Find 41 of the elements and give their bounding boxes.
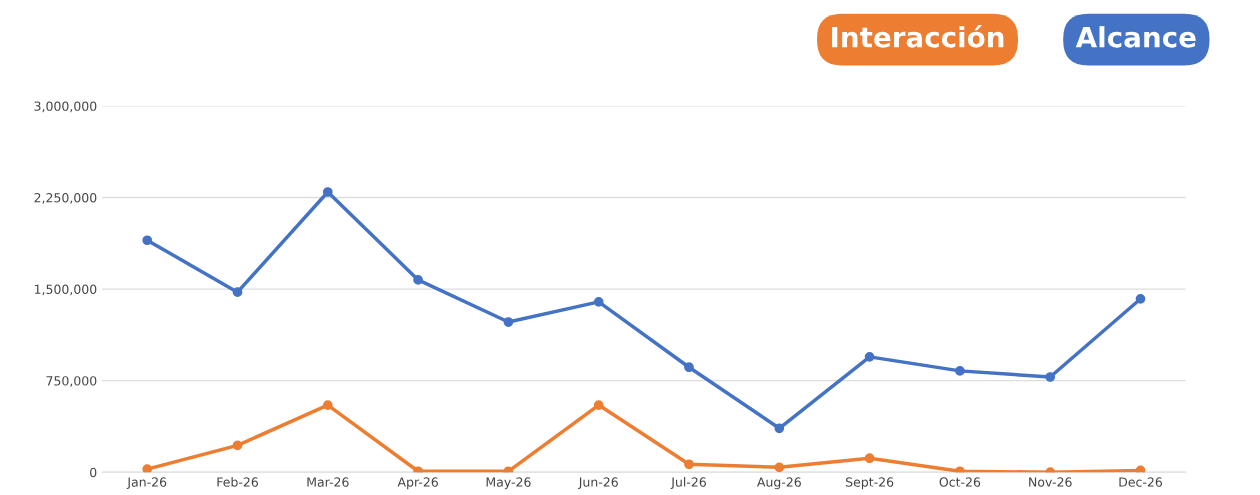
y-tick-label: 0	[90, 467, 97, 478]
point	[413, 466, 423, 473]
point	[1135, 465, 1146, 473]
text: Alcance	[1075, 26, 1196, 48]
x-tick-label: Jan-26	[126, 477, 167, 490]
y-tick-label: 3,000,000	[34, 101, 97, 113]
point	[232, 440, 243, 451]
x-tick-label: May-26	[486, 477, 531, 490]
point	[322, 400, 333, 410]
x-tick-label: Apr-26	[397, 477, 438, 490]
point	[774, 462, 785, 473]
point	[593, 297, 604, 307]
point	[142, 235, 153, 246]
x-tick-label: Sept-26	[845, 477, 894, 490]
point	[864, 351, 875, 362]
point	[142, 464, 153, 473]
x-tick-label: Aug-26	[757, 477, 801, 490]
x-tick-label: Dec-26	[1119, 477, 1163, 487]
y-tick-label: 2,250,000	[34, 192, 97, 204]
text: Interacción	[832, 25, 1004, 48]
point	[1045, 372, 1056, 382]
point	[955, 466, 965, 473]
y-tick-label: 750,000	[46, 376, 97, 387]
x-tick-label: Nov-26	[1029, 477, 1072, 487]
point	[1135, 293, 1146, 304]
point	[684, 362, 694, 373]
x-tick-label: Feb-26	[217, 477, 258, 487]
y-tick-label: 1,500,000	[34, 284, 97, 296]
point	[322, 187, 333, 197]
point	[684, 459, 694, 470]
point	[413, 275, 423, 285]
x-tick-label: Mar-26	[307, 477, 349, 487]
point	[593, 400, 604, 410]
x-tick-label: Jun-26	[578, 477, 618, 490]
point	[774, 423, 785, 434]
point	[955, 366, 965, 376]
point	[503, 317, 514, 327]
x-tick-label: Jul-26	[670, 477, 706, 490]
point	[232, 287, 243, 297]
x-tick-label: Oct-26	[939, 477, 981, 487]
point	[864, 453, 875, 464]
